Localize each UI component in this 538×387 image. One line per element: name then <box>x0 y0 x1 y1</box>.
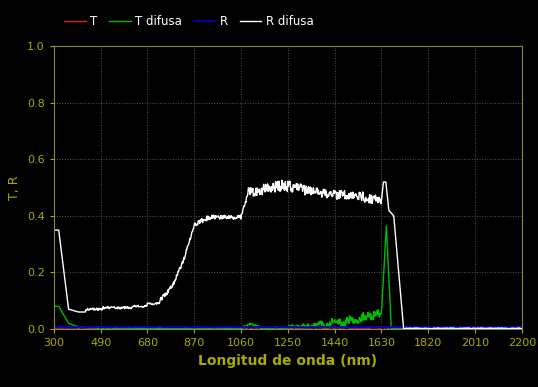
T difusa <box>179 325 186 330</box>
R <box>88 325 94 330</box>
T <box>466 326 473 330</box>
R difusa <box>279 178 285 183</box>
R difusa <box>466 326 473 330</box>
T <box>431 325 438 330</box>
T <box>140 326 147 330</box>
T <box>179 325 186 330</box>
R difusa <box>519 327 525 331</box>
T <box>51 325 57 330</box>
R difusa <box>513 326 520 330</box>
T <box>289 326 295 331</box>
Line: R difusa: R difusa <box>54 180 522 329</box>
Y-axis label: T, R: T, R <box>9 175 22 200</box>
R <box>315 324 321 329</box>
Line: T: T <box>54 327 522 329</box>
T difusa <box>51 304 57 309</box>
R <box>514 325 520 329</box>
R <box>519 325 525 330</box>
T <box>438 325 445 330</box>
R <box>439 325 445 330</box>
R <box>51 325 57 329</box>
T difusa <box>519 327 525 331</box>
T difusa <box>438 326 445 330</box>
R difusa <box>179 259 186 264</box>
R difusa <box>140 305 147 310</box>
T difusa <box>466 326 473 331</box>
R difusa <box>438 326 445 331</box>
T difusa <box>140 325 147 330</box>
R <box>141 325 147 329</box>
X-axis label: Longitud de onda (nm): Longitud de onda (nm) <box>199 354 377 368</box>
T <box>514 325 520 330</box>
T difusa <box>431 326 438 330</box>
R <box>180 325 186 330</box>
T <box>499 325 506 330</box>
R difusa <box>51 228 57 232</box>
T <box>519 325 525 330</box>
R difusa <box>431 326 438 331</box>
T difusa <box>513 326 520 331</box>
R <box>467 325 473 329</box>
T difusa <box>383 224 390 228</box>
R <box>432 325 438 329</box>
Legend: T, T difusa, R, R difusa: T, T difusa, R, R difusa <box>60 10 318 33</box>
Line: T difusa: T difusa <box>54 226 522 329</box>
